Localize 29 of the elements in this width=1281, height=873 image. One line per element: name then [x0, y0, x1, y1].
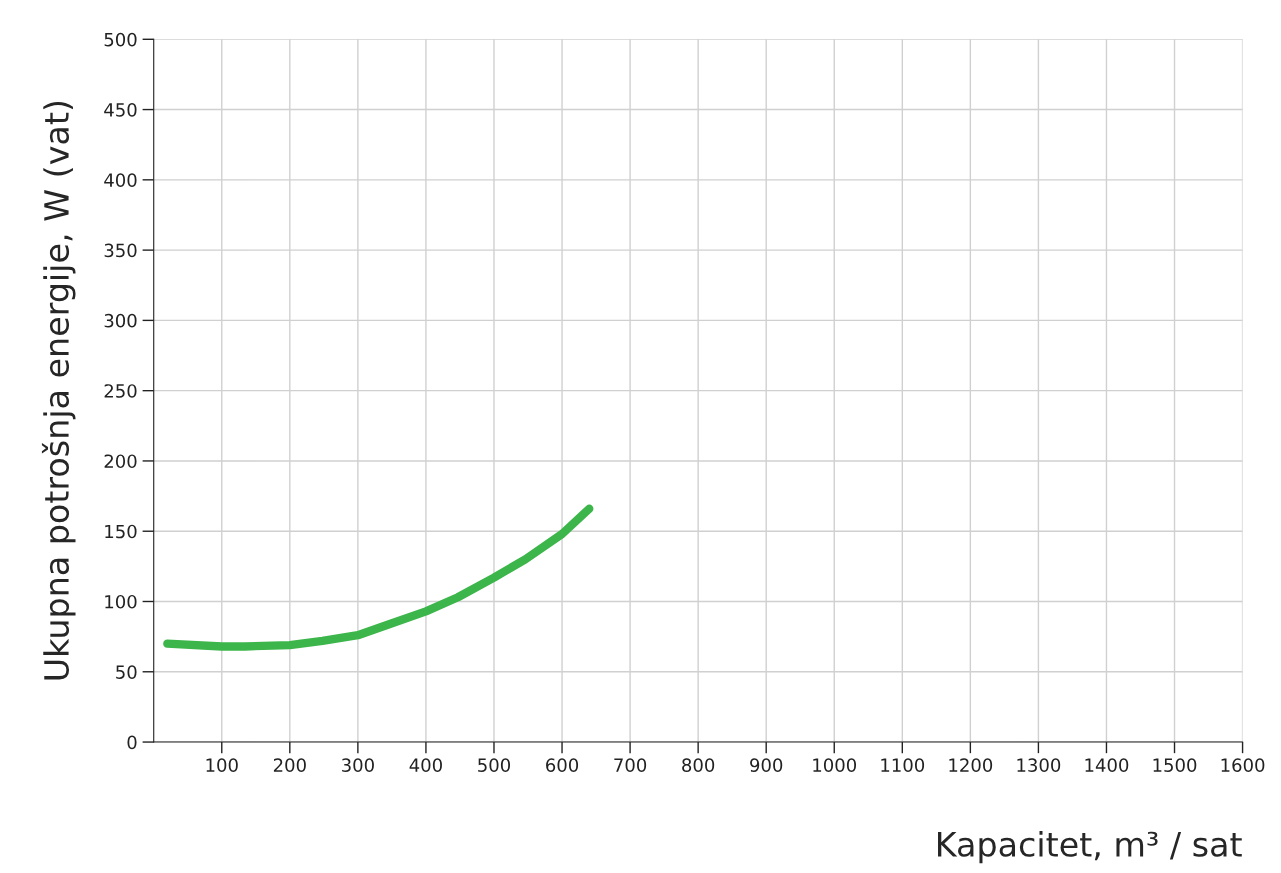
y-tick-label: 400: [104, 173, 137, 187]
x-tick-label: 1100: [881, 758, 925, 772]
x-tick-label: 100: [206, 758, 238, 772]
x-tick-label: 1000: [813, 758, 857, 772]
x-tick-label: 600: [546, 758, 579, 772]
x-tick-label: 1400: [1085, 758, 1129, 772]
x-tick-label: 200: [273, 758, 306, 772]
y-tick-label: 450: [104, 103, 137, 117]
x-tick-label: 800: [682, 758, 715, 772]
y-tick-label: 250: [104, 384, 137, 398]
x-tick-label: 400: [409, 758, 442, 772]
x-tick-label: 700: [614, 758, 647, 772]
x-tick-label: 1600: [1221, 758, 1265, 772]
y-tick-label: 500: [104, 32, 137, 47]
x-tick-label: 1200: [949, 758, 993, 772]
x-tick-label: 1300: [1017, 758, 1061, 772]
y-tick-label: 50: [116, 665, 137, 679]
x-tick-label: 900: [750, 758, 783, 772]
y-tick-label: 200: [104, 454, 137, 469]
y-tick-label: 100: [105, 594, 137, 609]
y-tick-label: 150: [105, 524, 137, 539]
x-axis-title: Kapacitet, m³ / sat: [938, 831, 1242, 864]
x-tick-label: 1500: [1153, 758, 1197, 772]
y-tick-label: 0: [127, 735, 137, 750]
x-tick-label: 300: [342, 758, 374, 772]
y-tick-label: 300: [104, 313, 137, 328]
y-axis-title: Ukupna potrošnja energije, W (vat): [41, 101, 76, 680]
x-tick-label: 500: [478, 758, 511, 772]
y-tick-label: 350: [104, 243, 137, 258]
